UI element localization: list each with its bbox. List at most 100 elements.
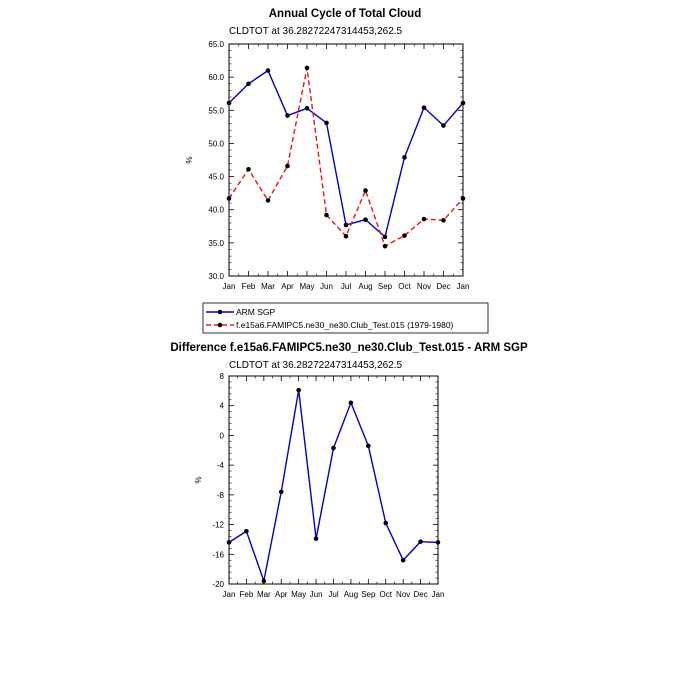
chart-2-series-1-point bbox=[261, 578, 267, 584]
chart-1-series-1-point bbox=[382, 234, 388, 240]
chart-2-series-1-point bbox=[348, 400, 354, 406]
chart-2-series-1-point bbox=[366, 443, 371, 449]
chart-1-series-1-line bbox=[228, 69, 464, 238]
chart-2-series-1-point bbox=[383, 520, 389, 526]
chart-2-x-tick-label: Apr bbox=[275, 590, 288, 599]
legend-box bbox=[202, 302, 489, 334]
chart-2-series-1-point bbox=[278, 489, 284, 495]
chart-2-x-tick-label: Nov bbox=[396, 590, 410, 599]
chart-2-x-tick-label: Feb bbox=[240, 590, 254, 599]
chart-2-x-tick-label: Mar bbox=[257, 590, 271, 599]
chart-1-y-tick-label: 45.0 bbox=[208, 173, 224, 182]
chart-2-series-1-point bbox=[226, 540, 232, 545]
chart-1-x-tick-label: May bbox=[299, 282, 314, 291]
chart-2-ylabel: % bbox=[194, 476, 203, 483]
chart-2-x-tick-label: May bbox=[291, 590, 306, 599]
chart-1-series-2-point bbox=[343, 233, 349, 239]
chart-2-series-1-point bbox=[331, 445, 336, 451]
chart-1-y-tick-label: 50.0 bbox=[208, 139, 224, 148]
chart-2-series-1-line bbox=[228, 389, 439, 582]
chart-1-series-1-point bbox=[246, 81, 251, 87]
chart-2-x-tick-label: Sep bbox=[361, 590, 376, 599]
chart-2-x-tick-label: Jun bbox=[310, 590, 323, 599]
chart-2-x-tick-label: Dec bbox=[413, 590, 427, 599]
chart-1-x-tick-label: Apr bbox=[281, 282, 294, 291]
chart-2-series-1-point bbox=[400, 557, 406, 563]
chart-2-x-tick-label: Jul bbox=[328, 590, 338, 599]
chart-1-series-2-line bbox=[228, 67, 464, 247]
chart-1-ylabel: % bbox=[185, 156, 194, 163]
chart-1-series-1-point bbox=[421, 105, 427, 110]
chart-1-legend: ARM SGP f.e15a6.FAMIPC5.ne30_ne30.Club_T… bbox=[202, 302, 489, 334]
chart-2-y-tick-label: -4 bbox=[217, 461, 225, 470]
chart-1-series-2-point bbox=[226, 196, 232, 201]
chart-1-y-tick-label: 60.0 bbox=[208, 73, 224, 82]
chart-1-series-1-point bbox=[304, 105, 310, 111]
chart-1-series-2-point bbox=[460, 196, 466, 201]
legend-label-model: f.e15a6.FAMIPC5.ne30_ne30.Club_Test.015 … bbox=[236, 320, 454, 330]
chart-1-series-2-point bbox=[402, 233, 407, 238]
chart-2-y-tick-label: -8 bbox=[217, 491, 225, 500]
chart-1-series-1-point bbox=[226, 100, 232, 106]
chart-2-y-tick-label: 8 bbox=[220, 372, 225, 381]
chart-1-y-tick-label: 40.0 bbox=[208, 206, 224, 215]
legend-marker-arm-sgp bbox=[217, 309, 223, 315]
chart-1-series-2-point bbox=[441, 218, 446, 223]
chart-1-y-tick-label: 55.0 bbox=[208, 106, 224, 115]
chart-2-x-tick-label: Jan bbox=[223, 590, 236, 599]
chart-1-series-1-point bbox=[343, 222, 349, 228]
chart-1-x-tick-label: Jan bbox=[223, 282, 236, 291]
chart-2-subtitle: CLDTOT at 36.28272247314453,262.5 bbox=[229, 360, 403, 371]
chart-1-series-1-point bbox=[441, 123, 446, 128]
chart-2-series-1-point bbox=[418, 539, 423, 544]
chart-2-y-tick-label: 0 bbox=[220, 431, 225, 440]
chart-1-series-2-point bbox=[382, 243, 388, 249]
chart-2-y-tick-label: -16 bbox=[212, 550, 224, 559]
chart-1-x-tick-label: Mar bbox=[261, 282, 275, 291]
chart-1-frame bbox=[228, 43, 464, 277]
chart-1-x-tick-label: Jun bbox=[320, 282, 333, 291]
chart-2-x-tick-label: Jan bbox=[432, 590, 445, 599]
chart-1-x-tick-label: Oct bbox=[398, 282, 411, 291]
chart-2-series-1-point bbox=[244, 528, 249, 534]
chart-2-x-tick-label: Aug bbox=[344, 590, 358, 599]
chart-1-x-tick-label: Dec bbox=[436, 282, 450, 291]
chart-2-frame bbox=[228, 375, 439, 585]
chart-1-y-tick-label: 65.0 bbox=[208, 40, 224, 49]
chart-2-x-tick-label: Oct bbox=[380, 590, 393, 599]
chart-2-y-tick-label: -20 bbox=[212, 580, 224, 589]
chart-2-series-1-point bbox=[296, 387, 301, 393]
chart-1-title: Annual Cycle of Total Cloud bbox=[269, 8, 421, 20]
chart-1-series-2-point bbox=[421, 216, 427, 222]
chart-1-x-tick-label: Feb bbox=[242, 282, 256, 291]
chart-1-series-2-point bbox=[265, 198, 271, 203]
chart-1-series-2-point bbox=[304, 65, 310, 71]
chart-1-x-tick-label: Nov bbox=[417, 282, 431, 291]
chart-1-series-2-point bbox=[246, 166, 251, 172]
chart-2-y-tick-label: 4 bbox=[220, 402, 225, 411]
chart-1-subtitle: CLDTOT at 36.28272247314453,262.5 bbox=[229, 26, 403, 37]
chart-2-plot-area: Jan Feb Mar Apr May Jun Jul Aug Sep Oct Nov Dec Jan-… bbox=[212, 372, 444, 599]
chart-1-x-tick-label: Jan bbox=[457, 282, 470, 291]
chart-1-series-1-point bbox=[265, 68, 271, 73]
chart-1-x-tick-label: Aug bbox=[358, 282, 372, 291]
chart-1-series-1-point bbox=[285, 113, 290, 118]
chart-1-plot-area: Jan Feb Mar Apr May Jun Jul Aug Sep Oct Nov Dec Jan3… bbox=[208, 40, 469, 291]
chart-1-series-1-point bbox=[402, 155, 407, 160]
legend-marker-model bbox=[217, 322, 223, 328]
chart-2-title: Difference f.e15a6.FAMIPC5.ne30_ne30.Clu… bbox=[170, 342, 528, 354]
chart-2-series-1-point bbox=[435, 540, 441, 545]
chart-1-y-tick-label: 35.0 bbox=[208, 239, 224, 248]
chart-1-series-1-point bbox=[324, 120, 329, 126]
chart-2-y-tick-label: -12 bbox=[212, 521, 224, 530]
chart-1-series-1-point bbox=[460, 100, 466, 106]
chart-2-series-1-point bbox=[313, 536, 319, 541]
legend-label-arm-sgp: ARM SGP bbox=[236, 307, 276, 317]
chart-1-series-2-point bbox=[363, 188, 368, 193]
chart-1-series-2-point bbox=[285, 163, 290, 169]
chart-1-series-1-point bbox=[363, 217, 368, 222]
chart-1-x-tick-label: Sep bbox=[378, 282, 393, 291]
chart-1-y-tick-label: 30.0 bbox=[208, 272, 224, 281]
chart-1-x-tick-label: Jul bbox=[341, 282, 351, 291]
